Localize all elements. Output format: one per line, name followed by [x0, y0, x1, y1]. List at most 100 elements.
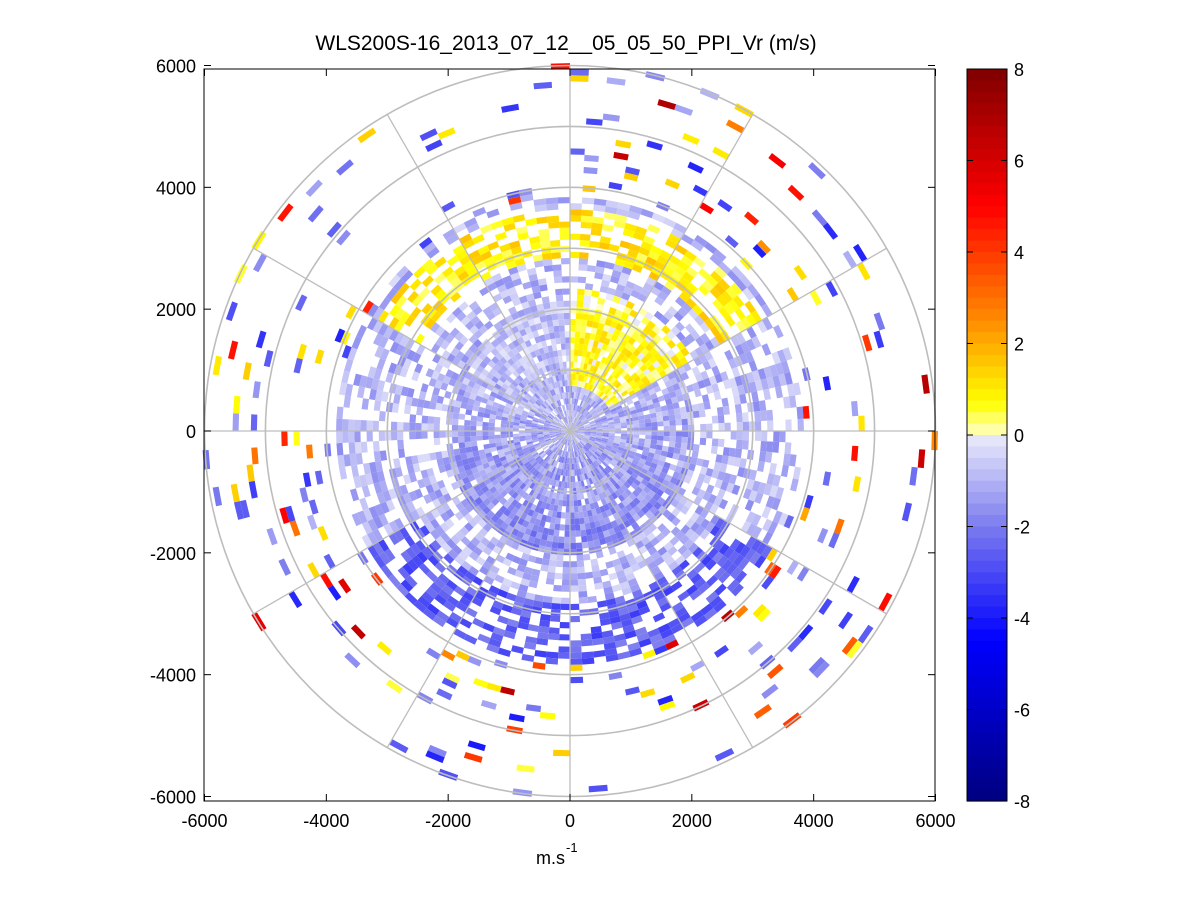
velocity-cell: [624, 686, 641, 696]
velocity-cell: [445, 271, 458, 283]
velocity-cell: [539, 467, 546, 474]
velocity-cell: [526, 480, 533, 488]
velocity-cell: [468, 249, 481, 261]
velocity-cell: [585, 389, 591, 397]
velocity-cell: [740, 520, 752, 533]
velocity-cell: [612, 295, 622, 304]
velocity-cell: [591, 564, 600, 572]
velocity-cell: [508, 459, 516, 466]
velocity-cell: [563, 542, 570, 550]
velocity-cell: [541, 488, 548, 496]
velocity-cell: [551, 466, 557, 474]
velocity-cell: [703, 501, 714, 512]
velocity-cell: [405, 575, 418, 588]
velocity-cell: [731, 366, 741, 378]
velocity-cell: [630, 409, 638, 415]
velocity-cell: [656, 416, 664, 422]
velocity-cell: [521, 301, 530, 310]
velocity-cell: [483, 575, 495, 586]
velocity-cell: [670, 354, 680, 364]
velocity-cell: [530, 459, 537, 466]
velocity-cell: [731, 265, 744, 279]
velocity-cell: [619, 581, 630, 590]
colorbar-band: [967, 743, 1007, 756]
x-tick-label: 2000: [672, 811, 712, 831]
velocity-cell: [572, 417, 576, 424]
velocity-cell: [366, 431, 373, 442]
velocity-cell: [559, 227, 570, 234]
velocity-cell: [594, 417, 601, 422]
velocity-cell: [368, 506, 379, 519]
velocity-cell: [476, 435, 483, 441]
velocity-cell: [510, 607, 523, 616]
velocity-cell: [767, 663, 784, 680]
velocity-cell: [510, 246, 523, 255]
velocity-cell: [547, 457, 553, 464]
velocity-cell: [459, 447, 467, 455]
velocity-cell: [608, 671, 623, 681]
velocity-cell: [671, 601, 685, 613]
velocity-cell: [347, 347, 358, 361]
velocity-cell: [666, 330, 676, 340]
velocity-cell: [724, 235, 739, 249]
velocity-cell: [570, 422, 573, 429]
velocity-cell: [570, 276, 579, 283]
velocity-cell: [474, 356, 483, 366]
velocity-cell: [621, 491, 629, 500]
velocity-cell: [577, 434, 584, 437]
velocity-cell: [482, 431, 489, 436]
velocity-cell: [597, 512, 604, 521]
velocity-cell: [784, 372, 793, 385]
velocity-cell: [522, 362, 529, 370]
velocity-cell: [501, 103, 520, 113]
velocity-cell: [520, 456, 528, 463]
velocity-cell: [537, 425, 544, 429]
velocity-cell: [581, 381, 586, 389]
velocity-cell: [571, 424, 576, 430]
velocity-cell: [640, 241, 653, 251]
velocity-cell: [674, 244, 688, 256]
velocity-cell: [735, 320, 747, 333]
velocity-cell: [580, 325, 587, 333]
velocity-cell: [631, 416, 639, 422]
velocity-cell: [571, 410, 574, 417]
velocity-cell: [723, 302, 735, 315]
velocity-cell: [478, 501, 487, 511]
velocity-cell: [460, 453, 468, 461]
velocity-cell: [414, 363, 424, 374]
velocity-cell: [564, 417, 568, 424]
velocity-cell: [553, 467, 558, 474]
velocity-cell: [570, 476, 573, 483]
velocity-cell: [525, 293, 535, 302]
velocity-cell: [673, 222, 687, 234]
velocity-cell: [397, 439, 405, 450]
velocity-cell: [527, 509, 535, 517]
velocity-cell: [489, 464, 498, 471]
velocity-cell: [599, 568, 609, 577]
velocity-cell: [521, 412, 528, 418]
velocity-cell: [383, 523, 394, 536]
velocity-cell: [535, 485, 542, 493]
velocity-cell: [617, 446, 625, 452]
velocity-cell: [394, 517, 405, 530]
velocity-cell: [656, 255, 669, 266]
velocity-cell: [542, 402, 548, 408]
velocity-cell: [718, 278, 731, 291]
velocity-cell: [527, 414, 534, 419]
velocity-cell: [580, 387, 584, 394]
velocity-cell: [595, 473, 602, 481]
velocity-cell: [518, 402, 526, 408]
velocity-cell: [570, 422, 572, 429]
velocity-cell: [549, 301, 558, 309]
velocity-cell: [575, 419, 580, 425]
velocity-cell: [485, 555, 496, 565]
velocity-cell: [470, 315, 481, 326]
velocity-cell: [369, 388, 377, 401]
velocity-cell: [635, 486, 643, 494]
velocity-cell: [619, 468, 627, 475]
velocity-cell: [584, 396, 590, 403]
velocity-cell: [576, 450, 580, 457]
velocity-cell: [699, 437, 707, 446]
velocity-cell: [744, 499, 755, 512]
velocity-cell: [522, 369, 530, 378]
